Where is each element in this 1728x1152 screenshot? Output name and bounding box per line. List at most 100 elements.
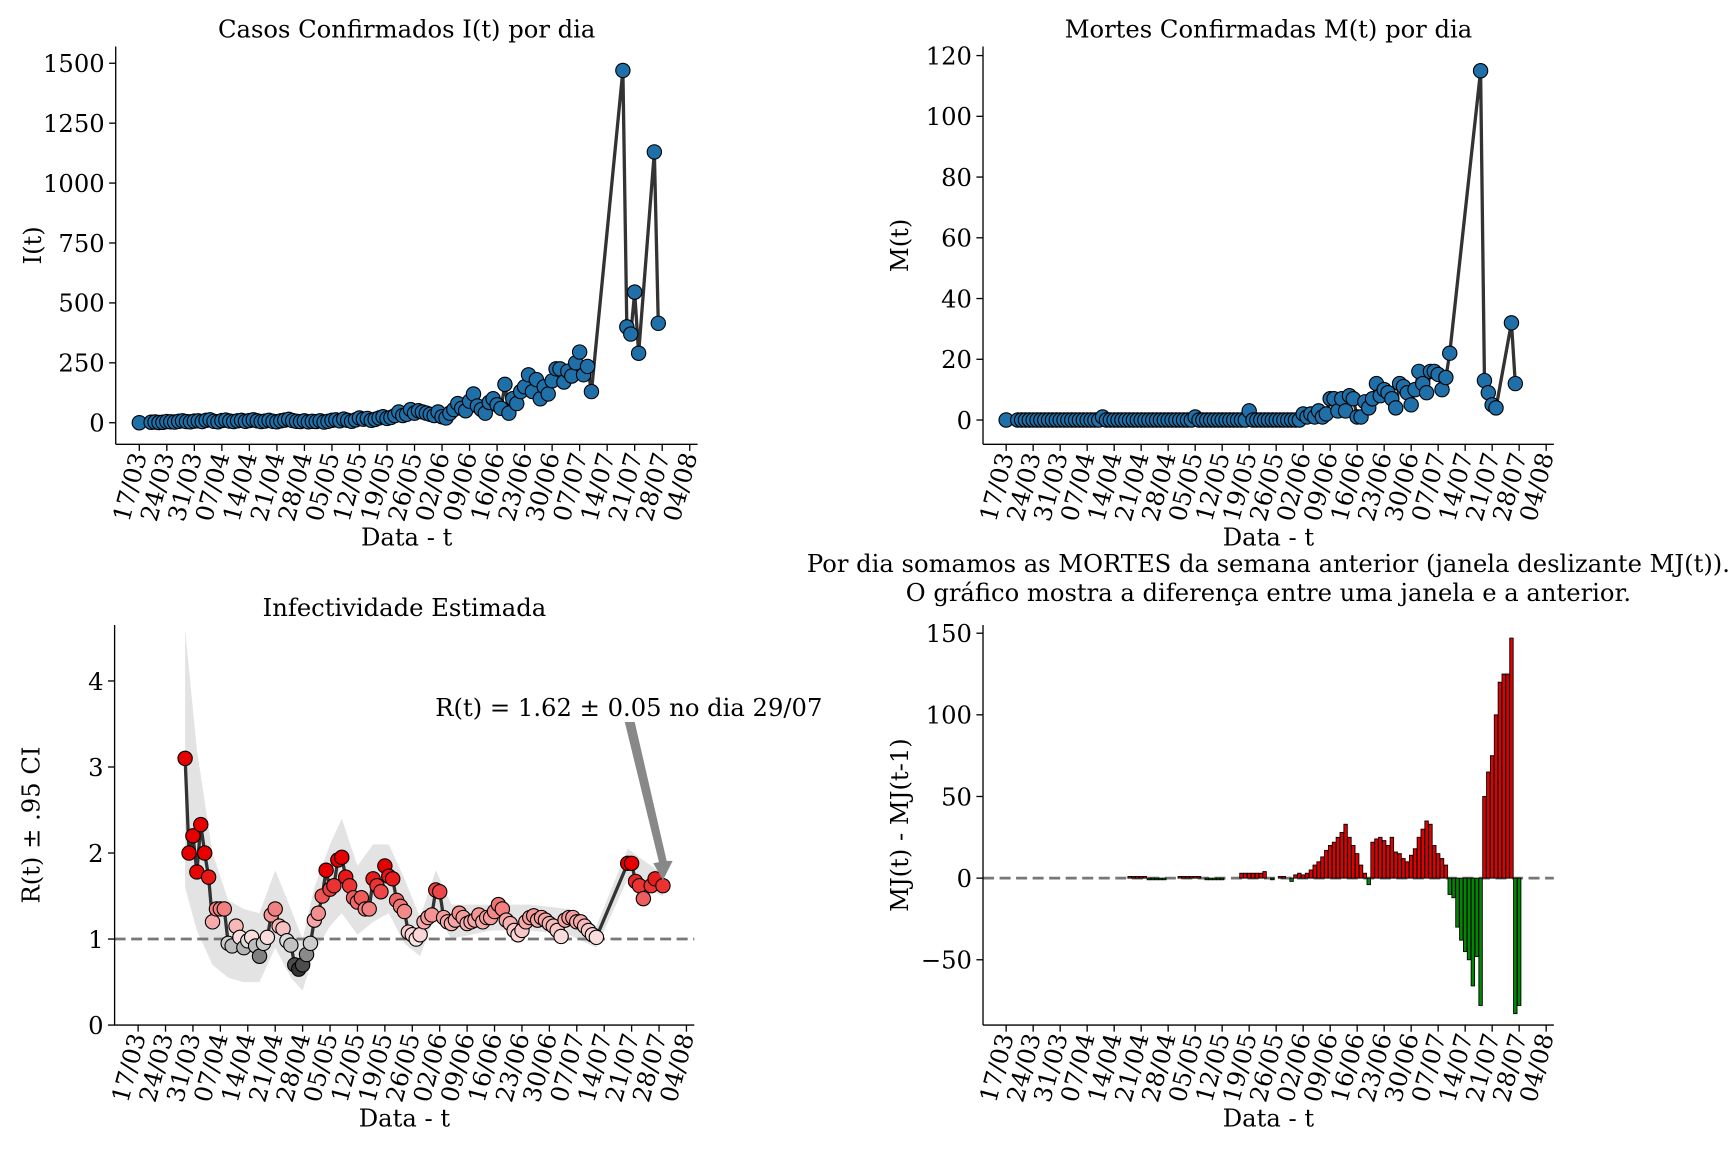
data-point — [583, 383, 600, 400]
bar — [1304, 872, 1310, 879]
bar — [1470, 877, 1476, 987]
data-point — [204, 914, 221, 930]
bar — [1270, 877, 1275, 881]
y-tick-label: 3 — [88, 753, 103, 782]
chart-title: Infectividade Estimada — [263, 593, 547, 622]
y-tick-label: 1000 — [43, 169, 105, 198]
bar — [1131, 876, 1136, 879]
data-point — [431, 884, 448, 900]
bar — [1378, 836, 1383, 879]
y-tick-label: 1 — [88, 925, 103, 954]
bar — [1466, 877, 1472, 961]
y-tick-label: 0 — [957, 864, 972, 893]
data-point — [326, 877, 342, 894]
bar — [1335, 836, 1341, 879]
y-tick-label: 120 — [926, 41, 972, 70]
bar — [1189, 876, 1194, 879]
bar — [1308, 869, 1314, 879]
bar — [1289, 877, 1294, 882]
data-point — [267, 901, 283, 917]
bar — [1381, 840, 1387, 879]
data-point — [1438, 369, 1454, 386]
bar — [1208, 877, 1213, 881]
x-axis-label: Data - t — [1223, 1103, 1315, 1132]
data-point — [623, 326, 639, 342]
bar — [1501, 673, 1506, 879]
x-axis-label: Data - t — [1223, 523, 1315, 552]
data-point — [396, 903, 413, 920]
bar — [1370, 841, 1375, 879]
bar — [1493, 714, 1499, 879]
data-point — [373, 884, 389, 900]
y-tick-label: 500 — [58, 289, 104, 318]
y-tick-label: 4 — [88, 667, 103, 696]
bar — [1455, 877, 1460, 928]
data-point — [635, 890, 652, 907]
y-tick-label: 1500 — [43, 49, 105, 78]
data-point — [1472, 63, 1489, 79]
bar — [1347, 836, 1352, 879]
bar — [1351, 845, 1356, 879]
data-point — [302, 935, 319, 952]
bar — [1374, 838, 1379, 879]
data-point — [650, 315, 666, 331]
y-tick-label: 2 — [88, 839, 103, 868]
data-point — [310, 905, 326, 921]
bar — [1320, 856, 1325, 879]
bar — [1443, 864, 1449, 879]
y-tick-label: 60 — [941, 224, 972, 253]
data-point — [579, 358, 596, 375]
bar — [1416, 836, 1422, 879]
bar — [1239, 872, 1244, 879]
data-point — [181, 845, 197, 861]
data-point — [259, 929, 276, 946]
data-point — [193, 816, 209, 833]
y-tick-label: 40 — [941, 284, 972, 313]
data-point — [630, 345, 647, 361]
bar — [1243, 872, 1248, 879]
bar — [1462, 877, 1468, 953]
y-axis-label: R(t) ± .95 CI — [17, 747, 46, 904]
bar — [1181, 876, 1186, 879]
y-tick-label: 50 — [941, 782, 972, 811]
data-point — [251, 948, 268, 964]
bar — [1343, 823, 1348, 879]
bar — [1486, 771, 1491, 879]
bar — [1258, 872, 1263, 879]
bar — [1327, 845, 1333, 879]
data-point — [623, 855, 640, 872]
bar — [1154, 877, 1159, 881]
bar — [1339, 831, 1344, 879]
y-tick-label: 0 — [957, 406, 972, 435]
bar — [1300, 874, 1306, 879]
bar — [1385, 845, 1391, 879]
y-tick-label: 80 — [941, 163, 972, 192]
data-point — [646, 144, 663, 160]
bar — [1451, 877, 1456, 899]
bar — [1262, 871, 1267, 879]
data-point — [588, 929, 605, 946]
bar — [1158, 877, 1163, 881]
data-point — [318, 862, 334, 878]
bar — [1474, 877, 1479, 957]
data-point — [1418, 384, 1435, 401]
annotation-arrow — [624, 722, 673, 881]
data-point — [571, 344, 588, 360]
x-axis-label: Data - t — [359, 1103, 451, 1132]
data-point — [1503, 315, 1520, 331]
data-point — [216, 901, 232, 917]
bar — [1324, 849, 1329, 879]
bar — [1435, 853, 1441, 879]
bar — [1424, 820, 1429, 879]
data-point — [185, 828, 201, 844]
bar — [1204, 877, 1209, 881]
data-point — [497, 376, 513, 393]
data-point — [655, 877, 671, 894]
bar — [1293, 874, 1298, 879]
bar — [1412, 848, 1418, 879]
data-point — [334, 849, 350, 866]
panel: Por dia somamos as MORTES da semana ante… — [807, 549, 1728, 1132]
bar — [1397, 853, 1402, 879]
bar — [1366, 877, 1371, 886]
